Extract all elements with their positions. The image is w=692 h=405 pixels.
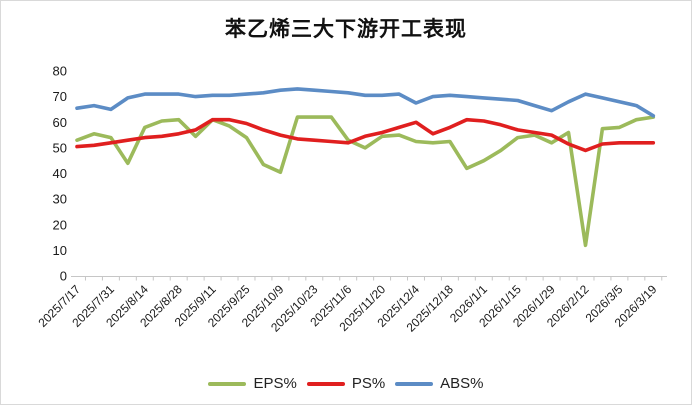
page-title: 苯乙烯三大下游开工表现 bbox=[225, 18, 467, 41]
legend-item-ps: PS% bbox=[306, 375, 386, 392]
chart-legend: EPS% PS% ABS% bbox=[1, 375, 691, 392]
svg-text:40: 40 bbox=[53, 166, 67, 181]
abs-line-swatch-icon bbox=[395, 381, 434, 386]
ps-line-swatch-icon bbox=[306, 381, 345, 386]
svg-text:50: 50 bbox=[53, 140, 67, 155]
svg-text:30: 30 bbox=[53, 192, 67, 207]
legend-label-ps: PS% bbox=[351, 375, 386, 392]
legend-label-abs: ABS% bbox=[440, 375, 484, 392]
svg-text:70: 70 bbox=[53, 89, 67, 104]
legend-item-abs: ABS% bbox=[395, 375, 484, 392]
legend-item-eps: EPS% bbox=[208, 375, 297, 392]
eps-line-swatch-icon bbox=[208, 381, 247, 386]
svg-text:10: 10 bbox=[53, 243, 67, 258]
svg-text:60: 60 bbox=[53, 115, 67, 130]
svg-text:0: 0 bbox=[60, 269, 67, 284]
svg-text:20: 20 bbox=[53, 217, 67, 232]
svg-text:80: 80 bbox=[53, 64, 67, 79]
legend-label-eps: EPS% bbox=[253, 375, 297, 392]
